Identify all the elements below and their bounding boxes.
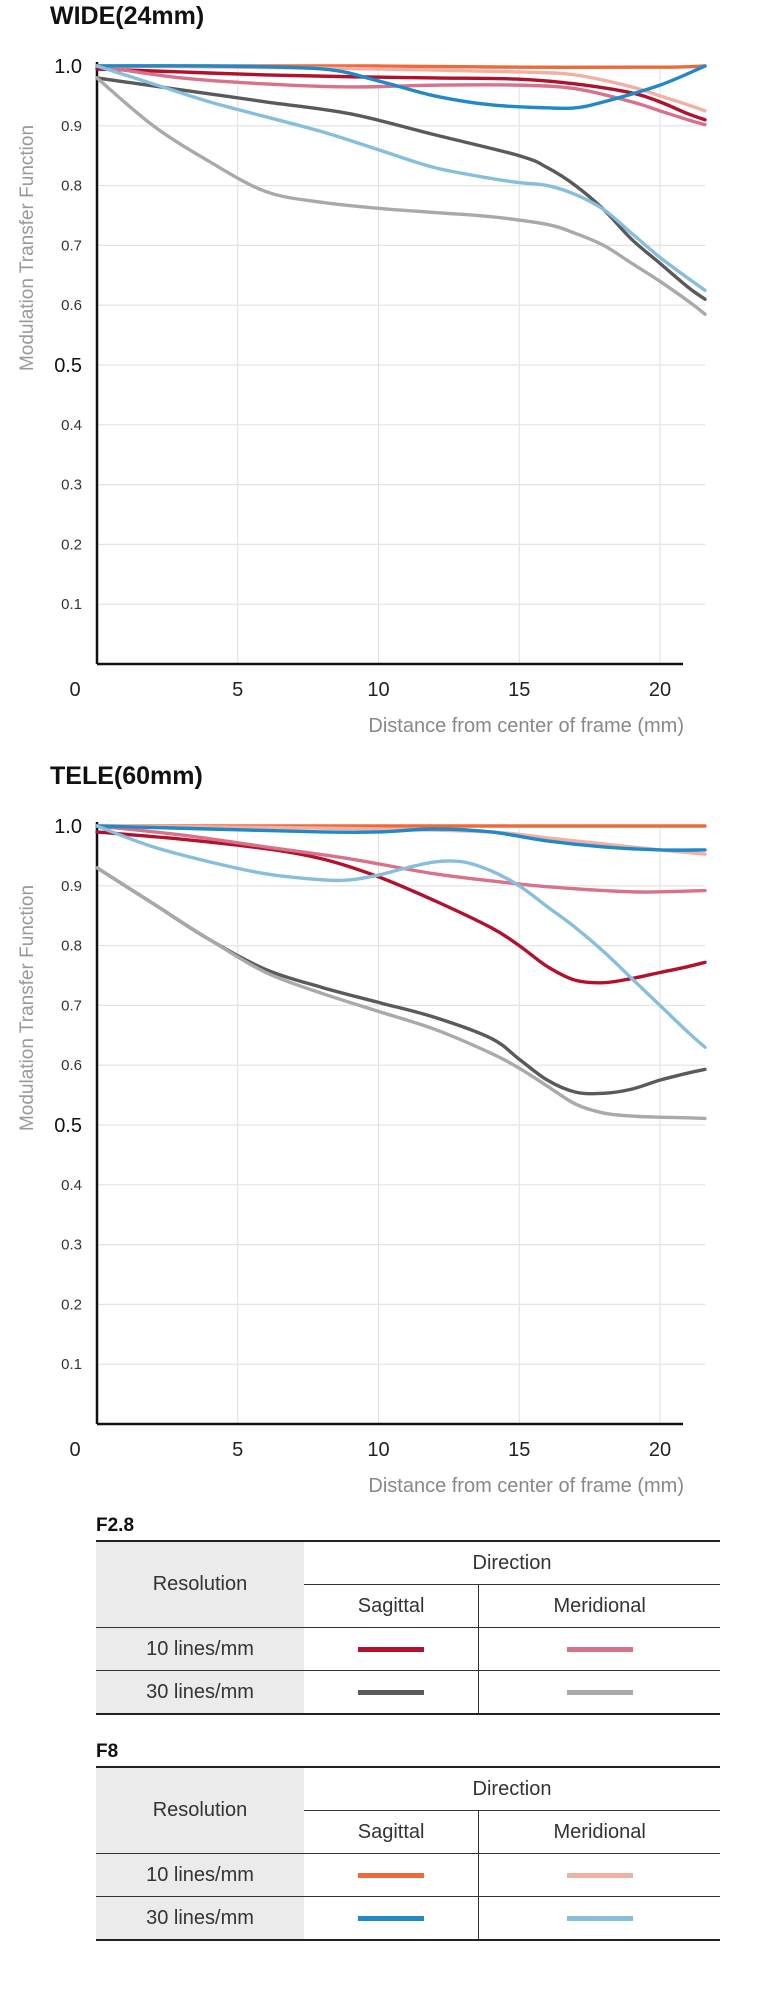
tele-chart-title: TELE(60mm)	[50, 762, 203, 790]
swatch-f8-30-meridional	[566, 1915, 633, 1921]
legend-f8: F8 Resolution Direction Sagittal Meridio…	[96, 1738, 720, 1941]
series-line	[95, 830, 707, 985]
y-axis-label: Modulation Transfer Function	[17, 885, 38, 1131]
swatch-f28-30-meridional	[566, 1689, 633, 1695]
swatch-f28-10-sagittal	[358, 1646, 425, 1652]
y-tick-label: 0.5	[54, 1115, 82, 1137]
y-tick-label: 0.7	[61, 997, 82, 1014]
wide-chart-svg: 0.1 0.2 0.3 0.4 0.5 0.6 0.7 0.8 0.9 1.0 0 5 10 15 20 Di…	[17, 56, 707, 737]
y-tick-label: 0.2	[61, 536, 82, 553]
x-tick-label: 15	[508, 1439, 530, 1461]
y-tick-label: 0.3	[61, 1237, 82, 1254]
y-tick-label: 0.6	[61, 297, 82, 314]
y-tick-label: 0.4	[61, 1177, 82, 1194]
x-tick-label: 20	[649, 679, 671, 701]
x-tick-label: 5	[232, 679, 243, 701]
resolution-30-label: 30 lines/mm	[96, 1896, 304, 1941]
series-line	[95, 64, 707, 127]
legend-f28-title: F2.8	[96, 1515, 135, 1536]
series-line	[95, 67, 707, 122]
series-line	[95, 824, 707, 894]
series-line	[95, 64, 707, 292]
direction-header: Direction	[304, 1766, 720, 1811]
y-tick-label: 1.0	[54, 56, 82, 78]
series-line	[95, 866, 707, 1121]
y-tick-label: 0.3	[61, 477, 82, 494]
x-tick-label: 5	[232, 1439, 243, 1461]
legend-f28: F2.8 Resolution Direction Sagittal Merid…	[96, 1512, 720, 1715]
resolution-30-label: 30 lines/mm	[96, 1670, 304, 1715]
resolution-header: Resolution	[96, 1766, 304, 1854]
x-tick-label: 10	[367, 1439, 389, 1461]
meridional-header: Meridional	[478, 1810, 720, 1854]
series-line	[95, 824, 707, 852]
y-tick-label: 0.4	[61, 417, 82, 434]
x-axis-label: Distance from center of frame (mm)	[368, 1475, 684, 1497]
y-tick-label: 0.8	[61, 938, 82, 955]
y-tick-label: 1.0	[54, 816, 82, 838]
swatch-f8-30-sagittal	[358, 1915, 425, 1921]
y-tick-label: 0.8	[61, 178, 82, 195]
y-tick-label: 0.6	[61, 1057, 82, 1074]
y-tick-label: 0.1	[61, 1356, 82, 1373]
tele-chart: TELE(60mm) 0.1 0.2 0.3 0.4 0.5 0.6 0.7 0.8 0.9 1.…	[0, 760, 761, 1520]
y-tick-label: 0.9	[61, 118, 82, 135]
y-tick-label: 0.9	[61, 878, 82, 895]
series-line	[95, 64, 707, 111]
y-tick-label: 0.5	[54, 355, 82, 377]
y-axis-label: Modulation Transfer Function	[17, 125, 38, 371]
x-tick-label: 15	[508, 679, 530, 701]
sagittal-header: Sagittal	[304, 1584, 480, 1628]
legend-f28-table: Resolution Direction Sagittal Meridional…	[96, 1540, 720, 1715]
legend-f8-table: Resolution Direction Sagittal Meridional…	[96, 1766, 720, 1941]
grid	[97, 825, 705, 1424]
series-line	[95, 76, 707, 316]
sagittal-header: Sagittal	[304, 1810, 480, 1854]
series-line	[95, 76, 707, 301]
x-axis-label: Distance from center of frame (mm)	[368, 715, 684, 737]
x-tick-label: 0	[69, 1439, 80, 1461]
swatch-f8-10-sagittal	[358, 1872, 425, 1878]
series-line	[95, 824, 707, 1049]
swatch-f28-30-sagittal	[358, 1689, 425, 1695]
resolution-header: Resolution	[96, 1540, 304, 1628]
wide-chart: WIDE(24mm) 0.1 0.2 0.3 0.4 0.5 0.6 0.7 0.8 0.9 1.…	[0, 0, 761, 760]
y-tick-label: 0.1	[61, 596, 82, 613]
wide-chart-title: WIDE(24mm)	[50, 2, 205, 30]
meridional-header: Meridional	[478, 1584, 720, 1628]
resolution-10-label: 10 lines/mm	[96, 1627, 304, 1671]
resolution-10-label: 10 lines/mm	[96, 1853, 304, 1897]
x-tick-label: 20	[649, 1439, 671, 1461]
tele-chart-svg: 0.1 0.2 0.3 0.4 0.5 0.6 0.7 0.8 0.9 1.0 0 5 10 15 20 Di…	[17, 816, 707, 1497]
y-tick-label: 0.7	[61, 237, 82, 254]
legend-f8-title: F8	[96, 1741, 119, 1762]
y-tick-label: 0.2	[61, 1296, 82, 1313]
swatch-f8-10-meridional	[566, 1872, 633, 1878]
x-tick-label: 0	[69, 679, 80, 701]
x-tick-label: 10	[367, 679, 389, 701]
direction-header: Direction	[304, 1540, 720, 1585]
swatch-f28-10-meridional	[566, 1646, 633, 1652]
